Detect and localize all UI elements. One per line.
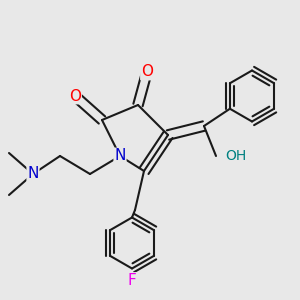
Text: N: N (114, 148, 126, 164)
Text: OH: OH (225, 149, 246, 163)
Text: O: O (69, 88, 81, 104)
Text: F: F (128, 273, 136, 288)
Text: O: O (141, 64, 153, 80)
Text: N: N (27, 167, 39, 182)
